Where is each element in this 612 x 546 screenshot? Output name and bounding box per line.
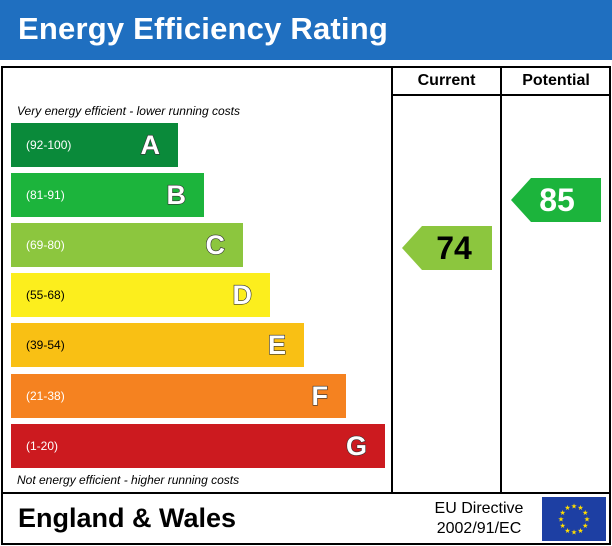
band-letter: F: [311, 380, 329, 411]
band-g: (1-20) G: [11, 424, 385, 468]
eu-star: ★: [577, 527, 583, 535]
eu-stars: ★ ★★★★★★★★★★★: [558, 503, 590, 537]
band-e: (39-54) E: [11, 323, 304, 367]
band-b: (81-91) B: [11, 173, 204, 217]
rating-frame: [1, 66, 611, 545]
eu-star: ★: [564, 504, 570, 512]
page-title: Energy Efficiency Rating: [18, 11, 389, 46]
band-range: (21-38): [26, 389, 65, 403]
potential-rating-arrow: 85: [511, 178, 601, 222]
eu-star: ★: [558, 516, 564, 524]
band-d: (55-68) D: [11, 273, 270, 317]
band-letter: B: [166, 179, 187, 210]
current-rating-arrow: 74: [402, 226, 492, 270]
inefficient-note: Not energy efficient - higher running co…: [17, 473, 240, 487]
eu-star: ★: [582, 509, 588, 517]
current-rating-value: 74: [436, 230, 472, 266]
eu-star: ★: [560, 509, 566, 517]
band-range: (55-68): [26, 288, 65, 302]
column-divider-right: [500, 66, 502, 494]
band-letter: D: [232, 279, 253, 310]
eu-star: ★: [571, 529, 577, 537]
eu-star: ★: [584, 516, 590, 524]
band-letter: A: [140, 129, 161, 160]
directive-line-1: EU Directive: [434, 500, 524, 517]
band-range: (81-91): [26, 188, 65, 202]
eu-directive: EU Directive 2002/91/EC: [420, 499, 538, 539]
eu-flag-icon: ★ ★ ★ ★ ★ ★ ★ ★ ★ ★ ★ ★: [542, 497, 606, 541]
directive-line-2: 2002/91/EC: [436, 520, 522, 537]
eu-star: ★: [582, 522, 588, 530]
band-range: (1-20): [26, 439, 59, 453]
band-c: (69-80) C: [11, 223, 243, 267]
band-range: (92-100): [26, 138, 72, 152]
region-label: England & Wales: [18, 503, 237, 533]
band-letter: C: [205, 229, 226, 260]
potential-column-header: Potential: [522, 72, 590, 89]
current-column-header: Current: [417, 72, 476, 89]
eu-star: ★: [571, 503, 577, 511]
eu-star: ★: [564, 527, 570, 535]
arrow-shape: [511, 178, 601, 222]
potential-rating-value: 85: [539, 182, 575, 218]
column-divider-left: [391, 66, 393, 494]
band-letter: E: [267, 329, 286, 360]
band-a: (92-100) A: [11, 123, 178, 167]
efficient-note: Very energy efficient - lower running co…: [17, 104, 240, 118]
arrow-shape: [402, 226, 492, 270]
band-f: (21-38) F: [11, 374, 346, 418]
footer-divider: [1, 492, 611, 494]
band-range: (39-54): [26, 338, 65, 352]
title-bar: Energy Efficiency Rating: [0, 0, 612, 60]
band-range: (69-80): [26, 238, 65, 252]
band-letter: G: [345, 430, 367, 461]
header-divider: [391, 94, 611, 96]
eu-star: ★: [577, 504, 583, 512]
eu-star: ★: [560, 522, 566, 530]
